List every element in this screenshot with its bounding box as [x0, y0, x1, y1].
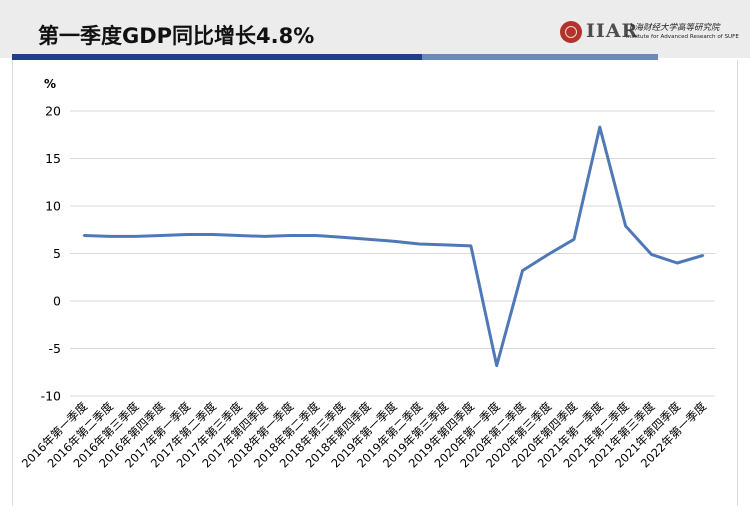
y-unit-label: %: [44, 77, 56, 91]
data-point: [82, 234, 86, 237]
data-point: [624, 224, 627, 228]
data-point: [237, 234, 240, 237]
series-layer: [82, 125, 705, 368]
data-point: [650, 253, 653, 256]
title-underline-dark: [12, 54, 422, 60]
y-tick-label: -10: [41, 389, 61, 404]
page-title: 第一季度GDP同比增长4.8%: [38, 24, 315, 48]
institution-logo: IIAR 上海财经大学高等研究院 Institute for Advanced …: [560, 17, 739, 47]
data-point: [469, 244, 473, 248]
data-point: [521, 269, 524, 272]
data-point: [134, 235, 137, 238]
data-point: [211, 233, 215, 236]
logo-chinese-name: 上海财经大学高等研究院: [626, 23, 720, 33]
data-point: [340, 236, 344, 239]
x-axis-ticks: 2016年第一季度2016年第二季度2016年第三季度2016年第四季度2017…: [19, 399, 710, 471]
y-tick-label: 0: [53, 294, 61, 309]
series-line: [83, 125, 704, 368]
y-tick-label: 20: [45, 104, 61, 119]
gridlines: [70, 110, 715, 397]
header-band: [0, 0, 750, 58]
data-point: [160, 234, 163, 237]
data-point: [495, 364, 498, 367]
data-point: [263, 235, 266, 238]
title-underline-light: [422, 54, 658, 60]
data-point: [314, 234, 318, 237]
y-tick-label: -5: [49, 341, 61, 356]
data-point: [598, 125, 602, 129]
data-point: [443, 243, 447, 247]
data-point: [366, 238, 369, 241]
data-point: [108, 235, 111, 238]
y-tick-label: 10: [45, 199, 61, 214]
data-point: [418, 242, 421, 246]
data-point: [676, 261, 679, 265]
data-point: [547, 253, 550, 256]
data-point: [572, 238, 576, 241]
chart-frame: [12, 60, 738, 506]
logo-english-name: Institute for Advanced Research of SUFE: [626, 34, 739, 40]
data-point: [185, 233, 189, 236]
y-tick-label: 5: [53, 246, 61, 261]
data-point: [289, 234, 292, 237]
university-seal-icon: [560, 21, 582, 43]
logo-letters: IIAR: [586, 20, 639, 42]
y-tick-label: 15: [45, 151, 61, 166]
data-point: [392, 239, 395, 243]
data-point: [701, 254, 705, 257]
y-axis-ticks: 20 15 10 5 0 -5 -10: [41, 104, 61, 404]
